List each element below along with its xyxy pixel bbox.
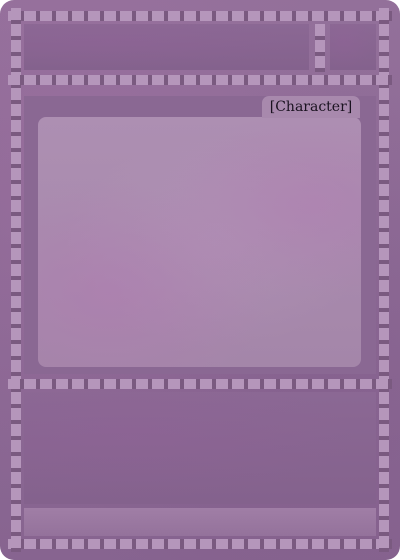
- top-film-strip: [8, 8, 392, 24]
- bottom-film-strip: [8, 536, 392, 552]
- left-film-strip: [8, 8, 24, 552]
- card-cost-box: [330, 24, 376, 70]
- card-name-box: [24, 24, 309, 70]
- header-bottom-strip: [8, 72, 392, 88]
- right-film-strip: [376, 8, 392, 552]
- card-art-area: [38, 117, 361, 367]
- header-divider-strip: [312, 24, 328, 72]
- card-type-label: [Character]: [262, 96, 360, 118]
- card-text-box: [24, 392, 376, 504]
- art-bottom-strip: [8, 376, 392, 392]
- card-footer-box: [24, 508, 376, 536]
